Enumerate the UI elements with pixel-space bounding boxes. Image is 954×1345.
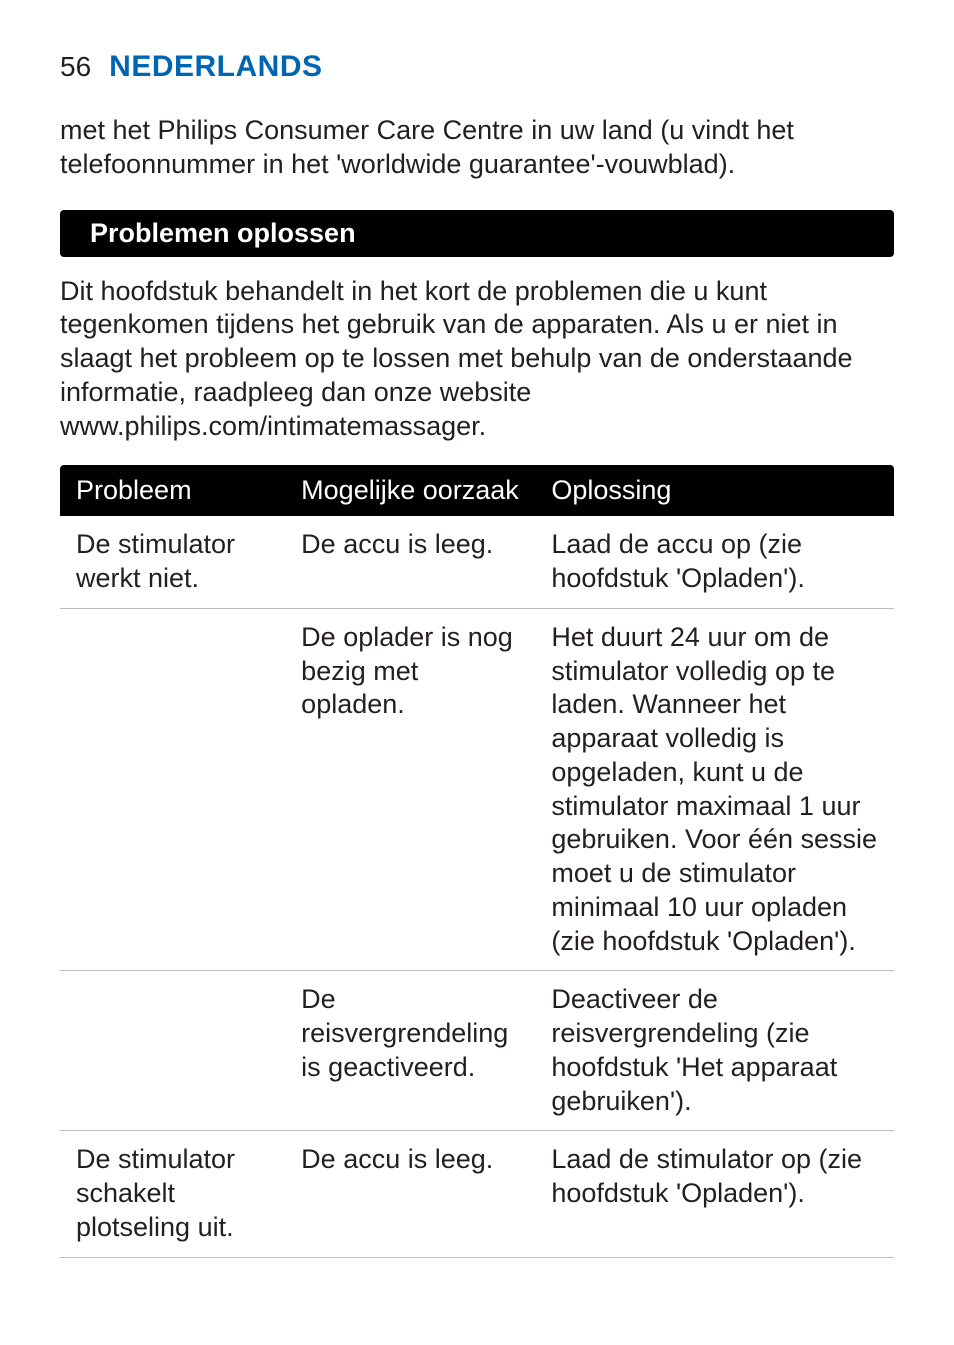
table-row: De oplader is nog bezig met opladen. Het… <box>60 608 894 971</box>
table-row: De stimulator schakelt plotseling uit. D… <box>60 1131 894 1257</box>
cell-cause: De accu is leeg. <box>285 1131 535 1257</box>
table-header-row: Probleem Mogelijke oorzaak Oplossing <box>60 465 894 516</box>
table-row: De reisvergrendeling is geactiveerd. Dea… <box>60 971 894 1131</box>
intro-paragraph: met het Philips Consumer Care Centre in … <box>60 114 894 182</box>
section-intro-paragraph: Dit hoofdstuk behandelt in het kort de p… <box>60 275 894 444</box>
language-title: NEDERLANDS <box>109 50 322 84</box>
cell-solution: Deactiveer de reisvergrendeling (zie hoo… <box>535 971 894 1131</box>
cell-problem <box>60 971 285 1131</box>
table-row: De stimulator werkt niet. De accu is lee… <box>60 516 894 608</box>
section-title-bar: Problemen oplossen <box>60 210 894 257</box>
cell-problem: De stimulator schakelt plotseling uit. <box>60 1131 285 1257</box>
table-header-cause: Mogelijke oorzaak <box>285 465 535 516</box>
table-header-solution: Oplossing <box>535 465 894 516</box>
cell-solution: Het duurt 24 uur om de stimulator volled… <box>535 608 894 971</box>
cell-problem: De stimulator werkt niet. <box>60 516 285 608</box>
cell-cause: De reisvergrendeling is geactiveerd. <box>285 971 535 1131</box>
cell-solution: Laad de stimulator op (zie hoofdstuk 'Op… <box>535 1131 894 1257</box>
cell-cause: De oplader is nog bezig met opladen. <box>285 608 535 971</box>
cell-problem <box>60 608 285 971</box>
table-header-problem: Probleem <box>60 465 285 516</box>
page-number: 56 <box>60 51 91 83</box>
cell-cause: De accu is leeg. <box>285 516 535 608</box>
page-header: 56 NEDERLANDS <box>60 50 894 84</box>
troubleshooting-table: Probleem Mogelijke oorzaak Oplossing De … <box>60 465 894 1257</box>
cell-solution: Laad de accu op (zie hoofdstuk 'Opladen'… <box>535 516 894 608</box>
